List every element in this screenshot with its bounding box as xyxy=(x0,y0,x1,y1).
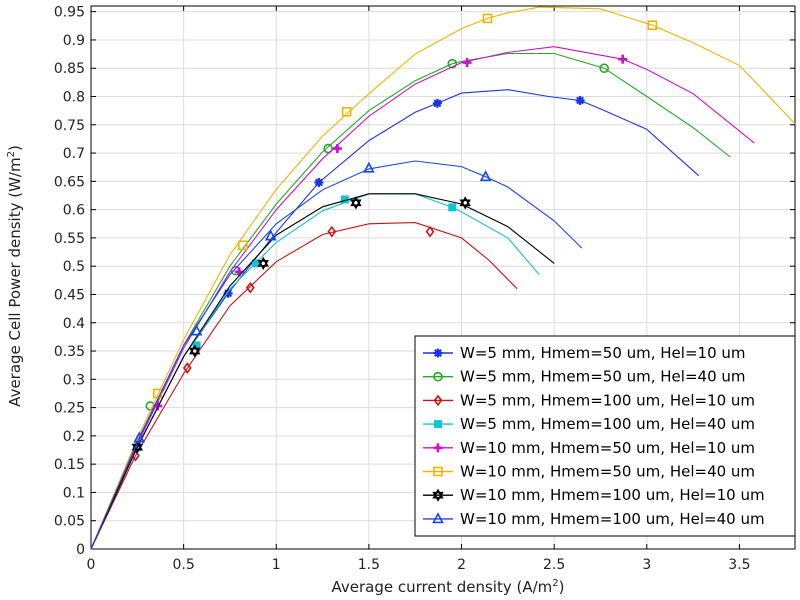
data-point-7 xyxy=(350,196,362,210)
legend-marker xyxy=(433,371,443,382)
data-point-4 xyxy=(251,259,260,268)
y-tick-label: 0.75 xyxy=(54,118,85,134)
y-axis-label: Average Cell Power density (W/m2) xyxy=(6,145,24,407)
x-tick-label: 0.5 xyxy=(172,557,194,573)
legend-marker xyxy=(433,443,443,453)
x-tick-label: 0 xyxy=(87,557,96,573)
data-point-8 xyxy=(363,161,375,173)
legend-marker xyxy=(433,394,443,407)
series-line-7 xyxy=(90,193,555,550)
data-point-6 xyxy=(238,240,248,251)
legend-marker xyxy=(433,466,443,477)
y-tick-label: 0.05 xyxy=(54,514,85,530)
legend-label: W=5 mm, Hmem=50 um, Hel=40 um xyxy=(460,368,746,386)
y-tick-label: 0 xyxy=(76,542,85,558)
data-point-5 xyxy=(618,54,628,64)
data-point-8 xyxy=(479,170,492,182)
x-axis-label: Average current density (A/m2) xyxy=(331,578,564,596)
data-point-1 xyxy=(432,98,442,108)
data-point-8 xyxy=(133,431,145,443)
legend-label: W=10 mm, Hmem=100 um, Hel=40 um xyxy=(460,510,765,528)
series-group xyxy=(90,6,796,550)
data-point-6 xyxy=(647,20,658,31)
data-point-5 xyxy=(462,58,472,68)
data-point-5 xyxy=(332,144,342,154)
data-point-4 xyxy=(448,203,457,212)
data-point-3 xyxy=(425,225,435,238)
data-point-8 xyxy=(190,324,203,336)
y-tick-label: 0.25 xyxy=(54,401,85,417)
data-point-3 xyxy=(327,225,337,238)
data-point-6 xyxy=(152,388,163,399)
y-tick-label: 0.6 xyxy=(63,203,85,219)
x-axis-ticks: 0 0.5 1 1.5 2 2.5 3 3.5 xyxy=(87,6,751,573)
legend-label: W=5 mm, Hmem=100 um, Hel=10 um xyxy=(460,391,755,409)
series-line-2 xyxy=(90,52,731,550)
legend: W=5 mm, Hmem=50 um, Hel=10 um W=5 mm, Hme… xyxy=(414,335,796,537)
data-point-6 xyxy=(482,13,493,24)
series-line-6 xyxy=(90,6,796,550)
data-point-3 xyxy=(182,362,192,374)
y-tick-label: 0.5 xyxy=(63,259,85,275)
data-point-2 xyxy=(599,63,609,74)
y-tick-label: 0.95 xyxy=(54,5,85,21)
data-point-1 xyxy=(575,95,585,105)
x-tick-label: 2.5 xyxy=(543,557,565,573)
data-point-2 xyxy=(447,58,458,69)
y-tick-label: 0.3 xyxy=(63,372,85,388)
legend-marker xyxy=(432,488,444,502)
data-point-7 xyxy=(257,256,269,270)
y-axis-ticks: 0 0.05 0.1 0.15 0.2 0.25 0.3 0.35 0.4 0.45 0.5 0.55… xyxy=(54,5,795,558)
y-tick-label: 0.85 xyxy=(54,61,85,77)
data-point-8 xyxy=(264,229,277,241)
series-line-8 xyxy=(90,160,583,550)
data-point-3 xyxy=(245,281,255,294)
x-tick-label: 2 xyxy=(457,557,466,573)
x-tick-label: 3.5 xyxy=(728,557,750,573)
y-tick-label: 0.1 xyxy=(63,485,85,501)
legend-label: W=10 mm, Hmem=50 um, Hel=10 um xyxy=(460,439,755,457)
y-tick-label: 0.9 xyxy=(63,33,85,49)
legend-box xyxy=(414,335,796,537)
x-tick-label: 1.5 xyxy=(358,557,380,573)
y-tick-label: 0.2 xyxy=(63,429,85,445)
legend-marker xyxy=(433,348,443,358)
legend-marker xyxy=(434,420,442,429)
axes xyxy=(90,5,796,550)
data-point-1 xyxy=(314,177,324,187)
legend-marker xyxy=(432,512,444,524)
x-tick-label: 1 xyxy=(272,557,281,573)
y-tick-label: 0.65 xyxy=(54,174,85,190)
y-tick-label: 0.7 xyxy=(63,146,85,162)
legend-label: W=5 mm, Hmem=50 um, Hel=10 um xyxy=(460,344,746,362)
data-point-6 xyxy=(341,106,352,117)
data-point-7 xyxy=(189,344,201,358)
y-tick-label: 0.15 xyxy=(54,457,85,473)
data-point-7 xyxy=(459,196,471,210)
legend-label: W=5 mm, Hmem=100 um, Hel=40 um xyxy=(460,415,755,433)
series-line-3 xyxy=(90,222,518,550)
y-tick-label: 0.8 xyxy=(63,90,85,106)
data-point-2 xyxy=(323,143,333,154)
y-tick-label: 0.55 xyxy=(54,231,85,247)
plot-frame xyxy=(90,5,796,550)
x-tick-label: 3 xyxy=(642,557,651,573)
y-tick-label: 0.4 xyxy=(63,316,85,332)
y-tick-label: 0.35 xyxy=(54,344,85,360)
legend-label: W=10 mm, Hmem=50 um, Hel=40 um xyxy=(460,463,755,481)
legend-label: W=10 mm, Hmem=100 um, Hel=10 um xyxy=(460,486,765,504)
y-tick-label: 0.45 xyxy=(54,287,85,303)
